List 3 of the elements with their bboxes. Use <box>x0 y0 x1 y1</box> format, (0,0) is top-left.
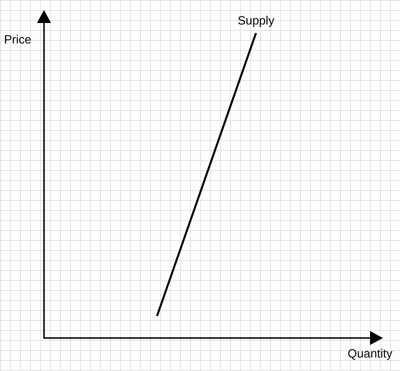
x-axis-title: Quantity <box>348 346 392 360</box>
y-axis-title: Price <box>4 32 32 46</box>
series-label: Supply <box>238 13 274 28</box>
